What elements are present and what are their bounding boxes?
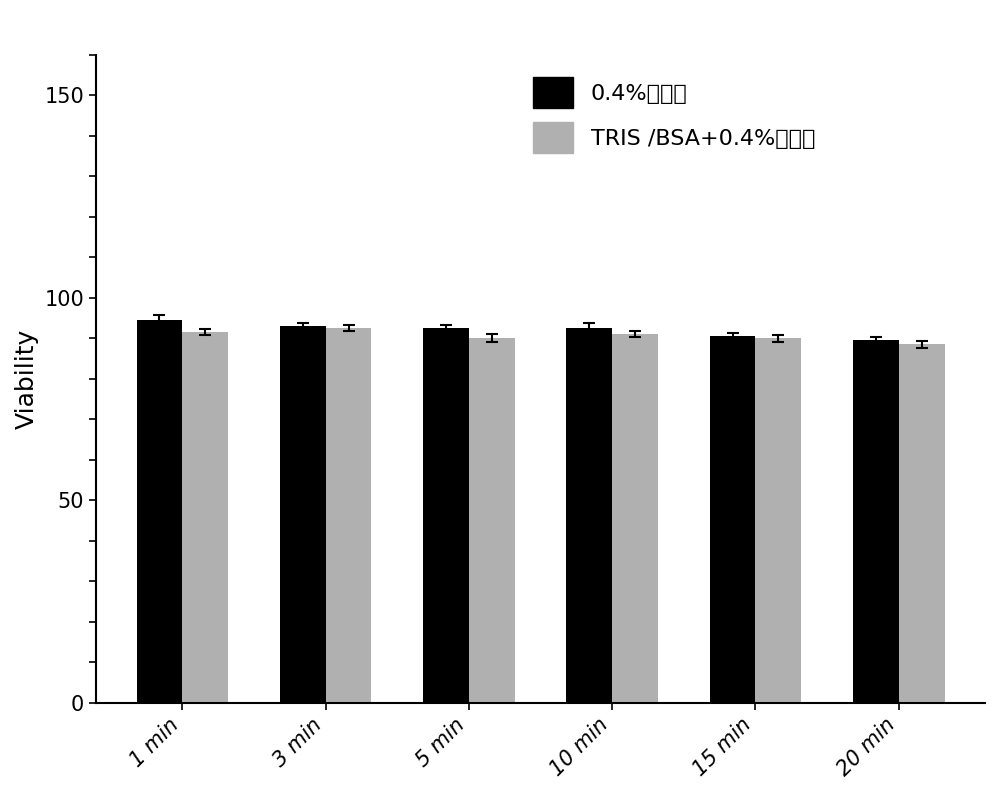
Bar <box>182 332 228 703</box>
Y-axis label: Viability: Viability <box>15 328 39 429</box>
Bar <box>755 338 801 703</box>
Legend: 0.4%台盼蓝, TRIS /BSA+0.4%台盼蓝: 0.4%台盼蓝, TRIS /BSA+0.4%台盼蓝 <box>522 66 826 165</box>
Bar <box>137 320 182 703</box>
Bar <box>899 344 945 703</box>
Bar <box>710 336 755 703</box>
Bar <box>423 328 469 703</box>
Bar <box>280 326 326 703</box>
Bar <box>566 328 612 703</box>
Bar <box>326 328 371 703</box>
Bar <box>612 334 658 703</box>
Bar <box>469 338 515 703</box>
Bar <box>853 340 899 703</box>
